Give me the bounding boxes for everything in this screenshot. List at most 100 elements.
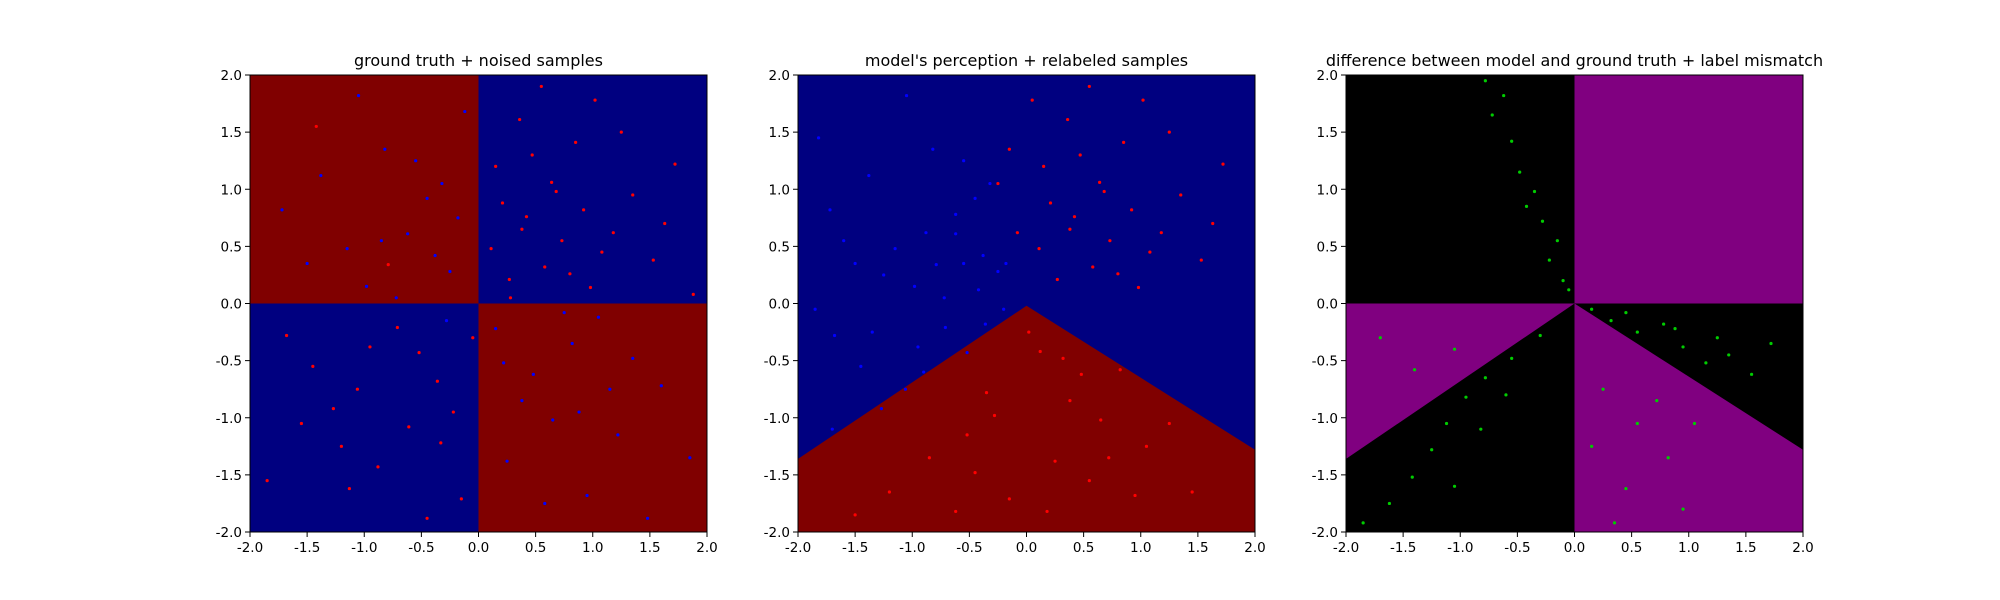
y-tick-label: -2.0: [764, 525, 790, 541]
chart-title: model's perception + relabeled samples: [865, 51, 1188, 70]
data-point: [383, 147, 387, 151]
panel-difference: -2.0 -1.5 -1.0 -0.5 0.0 0.5 1.0 1.5 2.0 -2.0 -1.5 -…: [1312, 51, 1823, 556]
data-point: [673, 162, 677, 166]
x-tick-label: -1.5: [1390, 540, 1416, 556]
x-tick-label: 0.0: [468, 540, 489, 556]
x-tick-label: 1.0: [582, 540, 603, 556]
data-point: [611, 231, 615, 235]
data-point: [924, 231, 928, 235]
data-point: [1053, 459, 1057, 463]
data-point: [1118, 368, 1122, 372]
series-0: [1361, 79, 1773, 525]
data-point: [842, 239, 846, 243]
data-point: [1042, 164, 1046, 168]
y-tick-label: -2.0: [216, 525, 242, 541]
data-point: [1490, 113, 1494, 117]
x-tick-label: 0.0: [1016, 540, 1037, 556]
data-point: [912, 284, 917, 288]
data-point: [368, 345, 372, 349]
y-tick-label: -1.5: [1312, 468, 1338, 484]
data-point: [543, 501, 547, 506]
data-point: [395, 325, 399, 330]
data-point: [1452, 484, 1457, 488]
data-point: [608, 387, 612, 391]
data-point: [530, 153, 534, 157]
data-point: [439, 441, 443, 445]
data-point: [1066, 117, 1070, 122]
data-point: [1378, 336, 1382, 340]
data-point: [1673, 327, 1677, 331]
series-1: [813, 93, 1008, 431]
data-point: [688, 456, 692, 460]
data-point: [507, 277, 511, 282]
data-point: [417, 351, 421, 355]
data-point: [1072, 215, 1077, 219]
y-tick-label: 1.0: [221, 182, 242, 198]
data-point: [1524, 204, 1529, 208]
data-point: [1048, 201, 1053, 205]
y-tick-label: -0.5: [216, 354, 242, 370]
data-point: [1609, 319, 1613, 323]
data-point: [1612, 521, 1617, 525]
series-0: [265, 84, 695, 520]
data-point: [560, 239, 564, 243]
data-point: [973, 196, 977, 200]
data-point: [494, 164, 498, 168]
region-0: [250, 75, 479, 304]
data-point: [1098, 180, 1102, 184]
y-tick-label: -2.0: [1312, 525, 1338, 541]
data-point: [356, 93, 361, 98]
data-point: [616, 433, 620, 437]
data-point: [331, 407, 336, 411]
y-tick-label: 0.0: [1317, 297, 1338, 313]
data-point: [867, 173, 871, 178]
data-point: [1007, 497, 1011, 501]
data-point: [853, 513, 857, 517]
data-point: [570, 341, 574, 346]
y-tick-label: 0.0: [221, 297, 242, 313]
y-tick-label: 0.5: [221, 239, 242, 255]
data-point: [543, 265, 547, 269]
data-point: [1769, 341, 1773, 346]
data-point: [1107, 456, 1111, 460]
x-tick-label: -2.0: [1333, 540, 1359, 556]
data-point: [1666, 456, 1670, 460]
data-point: [1561, 279, 1565, 283]
data-point: [319, 173, 323, 178]
data-point: [691, 292, 695, 296]
data-point: [394, 296, 398, 300]
data-point: [828, 208, 832, 212]
y-tick-label: 0.0: [769, 297, 790, 313]
y-tick-label: 0.5: [769, 239, 790, 255]
data-point: [619, 130, 623, 134]
data-point: [407, 425, 411, 429]
x-tick-label: -2.0: [237, 540, 263, 556]
data-point: [1122, 140, 1126, 145]
chart-title: ground truth + noised samples: [354, 51, 603, 70]
data-point: [1483, 376, 1487, 380]
data-point: [954, 232, 958, 236]
data-point: [376, 465, 380, 469]
data-point: [1662, 322, 1666, 326]
panel-ground-truth: -2.0 -1.5 -1.0 -0.5 0.0 0.5 1.0 1.5 2.0 -2.0 -1.5 -…: [216, 51, 718, 556]
x-tick-label: 0.5: [525, 540, 546, 556]
data-point: [456, 216, 460, 220]
x-tick-label: 1.0: [1678, 540, 1699, 556]
data-point: [1412, 368, 1417, 372]
data-point: [347, 486, 351, 491]
series-1: [280, 93, 692, 520]
data-point: [505, 459, 509, 463]
data-point: [1510, 139, 1514, 143]
data-point: [459, 497, 463, 501]
data-point: [1179, 193, 1183, 197]
data-point: [1410, 475, 1414, 479]
data-point: [1590, 444, 1594, 448]
data-point: [922, 370, 926, 374]
data-point: [1091, 265, 1095, 269]
data-point: [931, 147, 935, 151]
x-tick-label: -0.5: [1504, 540, 1530, 556]
data-point: [1159, 231, 1163, 235]
data-point: [345, 247, 349, 251]
data-point: [1068, 399, 1072, 403]
